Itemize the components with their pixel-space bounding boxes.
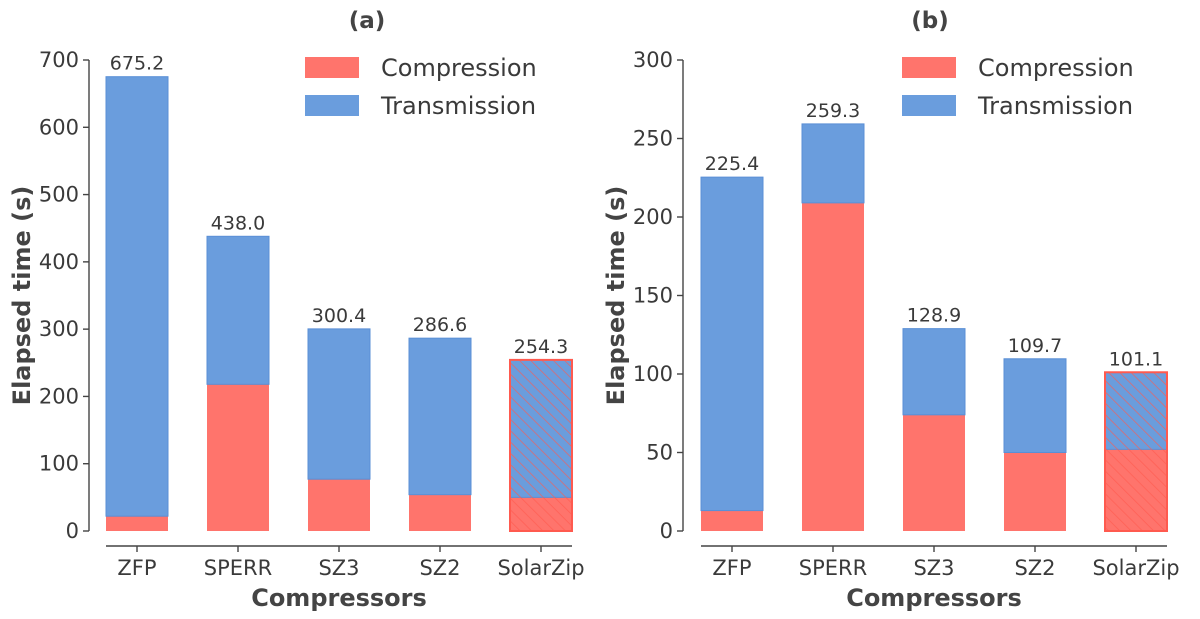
- bar-highlight-outline: [1104, 371, 1168, 533]
- y-tick-label: 150: [633, 284, 673, 308]
- y-tick-label: 50: [646, 441, 673, 465]
- legend-swatch-compression: [305, 57, 359, 78]
- bar-transmission-sz2: [408, 337, 472, 496]
- chart-panel-b: (b) 0 50 100 150 200 250 300 Elapsed time (s) 225…: [602, 8, 1180, 612]
- x-tick-label: SolarZip: [497, 556, 584, 580]
- legend-swatch-transmission: [305, 95, 359, 116]
- x-tick-label: SolarZip: [1092, 556, 1179, 580]
- bar-total-label: 300.4: [312, 305, 366, 327]
- x-tick-label: SZ3: [318, 556, 359, 580]
- y-tick-label: 600: [39, 115, 79, 139]
- y-tick-label: 200: [39, 384, 79, 408]
- bar-total-label: 109.7: [1008, 335, 1062, 357]
- bar-total-label: 101.1: [1109, 348, 1163, 370]
- bar-compression-sz3: [308, 479, 370, 531]
- bar-transmission-sz3: [307, 328, 371, 480]
- panel-title: (a): [349, 8, 386, 34]
- bar-compression-sz2: [409, 494, 471, 531]
- bar-transmission-sz2: [1003, 358, 1067, 453]
- bar-transmission-sz3: [902, 328, 966, 416]
- bar-total-label: 225.4: [705, 153, 759, 175]
- bar-compression-sperr: [207, 384, 269, 531]
- bar-hatch-overlay: [1105, 372, 1167, 531]
- bar-transmission-sperr: [206, 235, 270, 385]
- bar-total-label: 286.6: [413, 314, 467, 336]
- bar-compression-zfp: [701, 510, 763, 531]
- legend: Compression Transmission: [902, 54, 1134, 120]
- y-tick-label: 500: [39, 183, 79, 207]
- legend-swatch-transmission: [902, 95, 956, 116]
- bar-total-label: 259.3: [806, 100, 860, 122]
- y-axis-title: Elapsed time (s): [602, 186, 630, 406]
- legend-label-compression: Compression: [381, 54, 537, 82]
- x-tick-label: ZFP: [712, 556, 751, 580]
- bar-compression-sz2: [1004, 452, 1066, 531]
- bar-hatch-overlay: [510, 359, 572, 531]
- x-tick-label: SZ2: [1014, 556, 1055, 580]
- bar-compression-sz3: [903, 414, 965, 531]
- x-axis-title: Compressors: [846, 584, 1022, 612]
- y-axis-title: Elapsed time (s): [8, 186, 36, 406]
- bar-total-label: 128.9: [907, 305, 961, 327]
- bar-transmission-zfp: [700, 176, 764, 512]
- panel-title: (b): [911, 8, 949, 34]
- legend-swatch-compression: [902, 57, 956, 78]
- y-tick-label: 100: [39, 452, 79, 476]
- y-tick-label: 300: [633, 48, 673, 72]
- y-tick-label: 0: [660, 519, 673, 543]
- bar-total-label: 438.0: [211, 212, 265, 234]
- x-tick-label: SPERR: [204, 556, 272, 580]
- chart-panel-a: (a) 0 100 200 300 400 500 600 700 Elapsed time (s…: [8, 8, 585, 612]
- y-tick-label: 250: [633, 127, 673, 151]
- y-tick-label: 100: [633, 362, 673, 386]
- y-tick-label: 400: [39, 250, 79, 274]
- bar-total-label: 675.2: [110, 53, 164, 75]
- legend-label-transmission: Transmission: [380, 92, 536, 120]
- x-tick-label: SZ3: [913, 556, 954, 580]
- legend-label-compression: Compression: [978, 54, 1134, 82]
- bar-highlight-outline: [509, 358, 573, 532]
- y-tick-label: 200: [633, 205, 673, 229]
- x-tick-label: ZFP: [117, 556, 156, 580]
- bar-transmission-sperr: [801, 123, 865, 204]
- y-tick-label: 700: [39, 48, 79, 72]
- y-tick-label: 0: [66, 519, 79, 543]
- x-tick-label: SPERR: [799, 556, 867, 580]
- y-tick-label: 300: [39, 317, 79, 341]
- x-tick-label: SZ2: [419, 556, 460, 580]
- bar-compression-zfp: [106, 516, 168, 531]
- legend: Compression Transmission: [305, 54, 537, 120]
- legend-label-transmission: Transmission: [977, 92, 1133, 120]
- bar-transmission-zfp: [105, 76, 169, 517]
- bar-compression-sperr: [802, 202, 864, 531]
- x-axis-title: Compressors: [251, 584, 427, 612]
- bar-total-label: 254.3: [514, 336, 568, 358]
